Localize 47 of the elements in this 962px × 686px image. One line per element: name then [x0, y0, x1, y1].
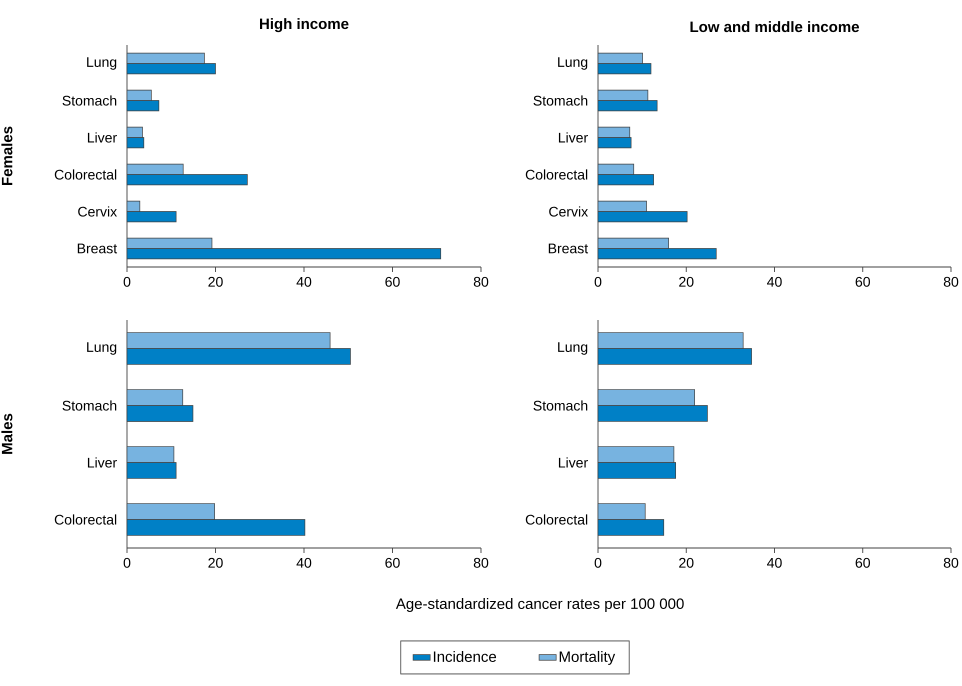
y-tick-label: Stomach: [534, 400, 588, 411]
y-tick-label: Colorectal: [526, 169, 588, 180]
y-tick-label: Stomach: [62, 400, 116, 411]
y-axis-title: Females: [1, 126, 12, 186]
y-tick-label: Cervix: [549, 206, 588, 217]
y-tick-label: Colorectal: [54, 169, 116, 180]
y-tick-label: Stomach: [62, 95, 116, 106]
y-tick-label: Cervix: [78, 206, 117, 217]
y-tick-label: Colorectal: [54, 514, 116, 525]
y-axis-title: Males: [1, 414, 12, 454]
y-tick-label: Colorectal: [526, 514, 588, 525]
y-tick-label: Lung: [87, 57, 116, 70]
x-tick-label: 0: [124, 558, 130, 568]
x-tick-label: 0: [594, 558, 602, 568]
legend-label: Mortality: [560, 650, 616, 665]
legend-label: Incidence: [434, 650, 496, 662]
y-tick-label: Breast: [78, 244, 118, 254]
x-tick-label: 40: [767, 558, 782, 568]
x-tick-label: 60: [856, 276, 870, 287]
x-tick-label: 20: [679, 276, 694, 287]
x-tick-label: 20: [679, 558, 694, 568]
y-tick-label: Liver: [88, 457, 117, 468]
y-tick-label: Lung: [558, 57, 588, 70]
x-tick-label: 20: [208, 558, 223, 568]
x-tick-label: 0: [594, 276, 602, 287]
x-tick-label: 80: [474, 276, 488, 287]
y-tick-label: Liver: [558, 457, 588, 468]
x-tick-label: 0: [124, 276, 130, 287]
x-tick-label: 40: [296, 276, 312, 287]
x-tick-label: 80: [474, 558, 488, 568]
y-tick-label: Lung: [87, 342, 116, 355]
x-tick-label: 60: [385, 558, 400, 568]
x-tick-label: 40: [296, 558, 312, 568]
x-tick-label: 40: [767, 276, 782, 287]
chart-title: Low and middle income: [690, 21, 860, 32]
y-tick-label: Liver: [558, 132, 588, 143]
y-tick-label: Liver: [88, 132, 117, 143]
y-tick-label: Breast: [548, 244, 588, 254]
x-tick-label: 60: [856, 558, 870, 568]
x-tick-label: 80: [944, 558, 958, 568]
x-tick-label: 20: [208, 276, 223, 287]
x-tick-label: 60: [385, 276, 400, 287]
x-tick-label: 80: [944, 276, 958, 287]
y-tick-label: Lung: [558, 342, 588, 355]
y-tick-label: Stomach: [534, 95, 588, 106]
x-axis-title: Age-standardized cancer rates per 100 000: [396, 598, 684, 612]
chart-title: High income: [260, 18, 348, 32]
